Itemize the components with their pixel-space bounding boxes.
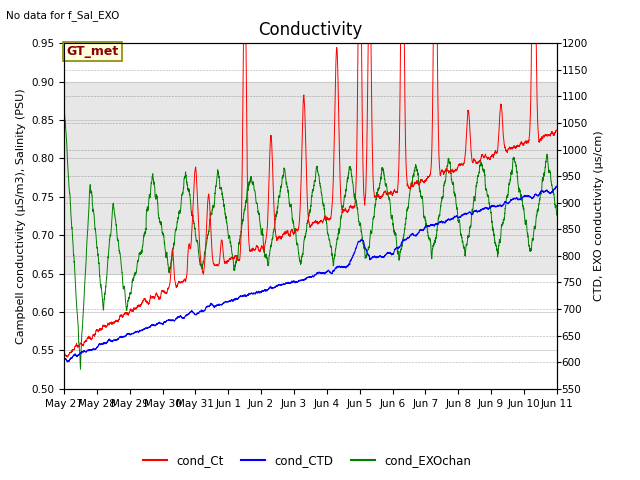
Title: Conductivity: Conductivity (259, 21, 362, 39)
Y-axis label: Campbell conductivity (µS/m3), Salinity (PSU): Campbell conductivity (µS/m3), Salinity … (15, 88, 26, 344)
Text: GT_met: GT_met (67, 45, 118, 58)
Text: No data for f_Sal_EXO: No data for f_Sal_EXO (6, 10, 120, 21)
Bar (64, 82, 557, 274)
Legend: cond_Ct, cond_CTD, cond_EXOchan: cond_Ct, cond_CTD, cond_EXOchan (139, 449, 476, 472)
Y-axis label: CTD, EXO conductivity (µs/cm): CTD, EXO conductivity (µs/cm) (593, 131, 604, 301)
